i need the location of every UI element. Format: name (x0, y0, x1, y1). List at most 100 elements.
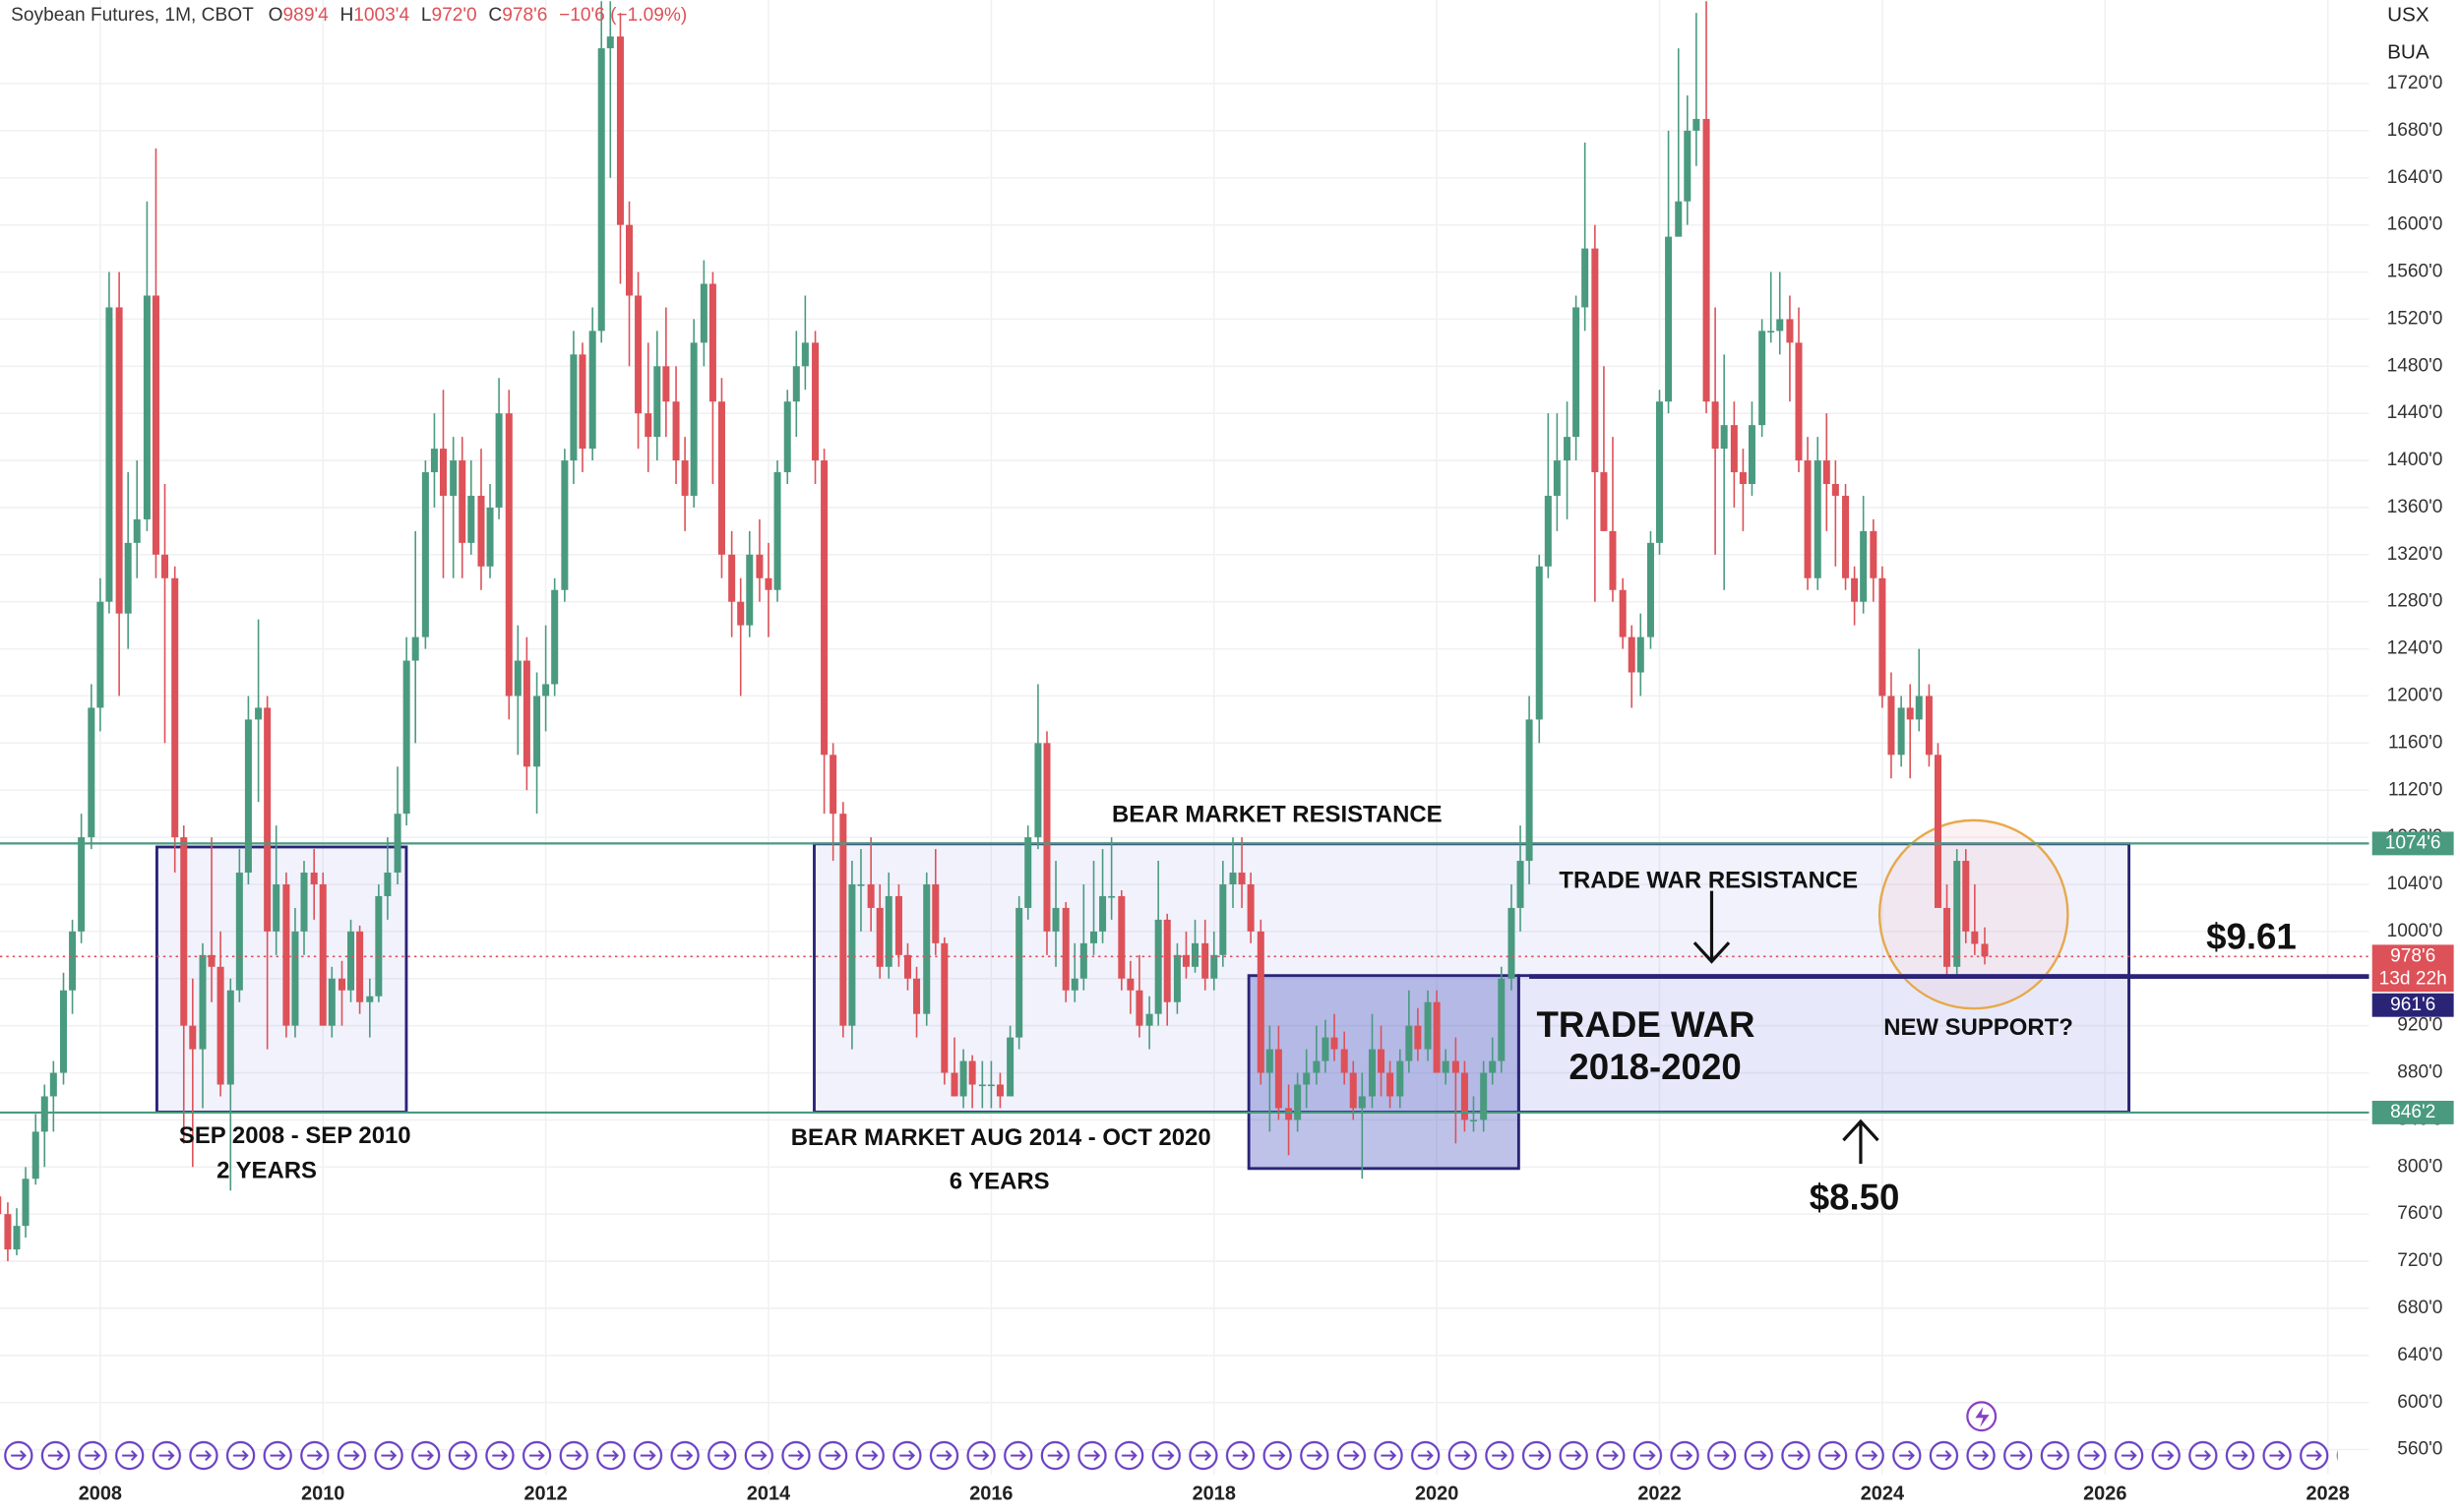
candle-body (1386, 1072, 1394, 1097)
candle-body (384, 873, 392, 896)
candle-body (1480, 1072, 1488, 1120)
candle-body (1646, 542, 1654, 637)
y-tick-label: 1160'0 (2388, 732, 2442, 753)
candle-body (1247, 884, 1255, 932)
y-tick-label: 880'0 (2397, 1062, 2442, 1083)
candle-body (459, 460, 466, 543)
candle-body (31, 1131, 39, 1179)
candle-body (1525, 719, 1533, 862)
candle-body (13, 1226, 21, 1250)
x-tick-label: 2014 (747, 1483, 790, 1505)
candle-body (1906, 707, 1914, 720)
candle-body (1628, 636, 1635, 673)
price-label-bg (2371, 944, 2454, 993)
candle-body (1730, 425, 1738, 473)
candle-body (1303, 1072, 1311, 1085)
candle-body (1238, 873, 1246, 885)
candle-body (533, 696, 541, 767)
change: −10'6 (−1.09%) (559, 5, 687, 26)
candle-body (1469, 1119, 1477, 1122)
candle-body (913, 978, 921, 1014)
candle-body (773, 472, 781, 590)
candles (0, 1, 1989, 1262)
candle-body (255, 707, 263, 720)
candle-body (1405, 1025, 1413, 1061)
candle-body (96, 601, 104, 708)
x-tick-label: 2024 (1861, 1483, 1904, 1505)
candle-body (1822, 460, 1830, 484)
candle-body (1553, 460, 1561, 496)
candle-body (1887, 696, 1895, 756)
symbol: Soybean Futures, 1M, CBOT (11, 5, 254, 26)
candle-body (143, 295, 151, 519)
candle-body (375, 895, 383, 997)
arrow (1842, 1119, 1879, 1165)
candle-body (1024, 837, 1032, 908)
candle-body (1274, 1049, 1282, 1109)
event-timeline (0, 1439, 2338, 1472)
legend-value: 1003'4 (353, 5, 409, 26)
candle-body (551, 589, 559, 685)
candle-body (635, 295, 643, 414)
y-tick-label: 1680'0 (2387, 120, 2443, 141)
candle-body (1860, 530, 1868, 602)
candle-body (1313, 1060, 1321, 1073)
candle-body (505, 413, 513, 696)
candle-body (1007, 1037, 1015, 1097)
candle-body (69, 931, 77, 991)
candle-body (1748, 425, 1755, 484)
arrow (1692, 890, 1731, 964)
y-tick-label: 680'0 (2397, 1298, 2442, 1318)
y-tick-label: 760'0 (2397, 1203, 2442, 1224)
candle-body (597, 48, 605, 332)
candle-body (430, 449, 438, 473)
candle-body (208, 954, 215, 967)
candle-body (328, 978, 336, 1026)
price-label: 846'2 (2390, 1102, 2435, 1122)
candle-body (1934, 755, 1941, 908)
candle-body (1564, 437, 1571, 461)
candle-body (876, 907, 884, 967)
candle-body (1971, 931, 1979, 944)
candle-body (1684, 130, 1691, 202)
candle-body (1201, 942, 1209, 979)
candle-body (606, 36, 614, 49)
candle-body (1294, 1084, 1302, 1120)
y-tick-label: 1400'0 (2387, 450, 2443, 470)
legend-key: C (488, 5, 502, 26)
candle-body (439, 449, 447, 496)
countdown: 13d 22h (2379, 968, 2447, 989)
y-tick-label: 1600'0 (2387, 214, 2443, 235)
candle-body (717, 401, 725, 555)
candle-body (681, 460, 689, 496)
legend-key: O (269, 5, 283, 26)
candle-body (645, 413, 652, 438)
candle-body (1358, 1096, 1366, 1109)
candle-body (450, 460, 458, 496)
candle-body (968, 1060, 976, 1085)
candle-body (737, 601, 745, 626)
candle-body (1052, 907, 1060, 932)
candle-body (765, 577, 772, 590)
candle-body (1943, 907, 1951, 967)
candle-body (226, 990, 234, 1085)
candle-body (857, 884, 865, 886)
candle-body (746, 554, 754, 626)
range-box (155, 845, 408, 1114)
candle-body (1795, 342, 1803, 461)
price-label-bg (2371, 993, 2454, 1017)
support-box (1516, 974, 2131, 1114)
candle-body (421, 472, 429, 637)
candle-body (1572, 307, 1580, 438)
candle-body (1451, 1060, 1459, 1073)
candle-body (1953, 861, 1961, 967)
candle-body (1043, 743, 1051, 932)
price-label: 961'6 (2390, 995, 2435, 1015)
candle-body (180, 837, 188, 1026)
candle-body (1600, 472, 1608, 531)
candle-body (1498, 978, 1506, 1061)
candle-body (235, 873, 243, 991)
